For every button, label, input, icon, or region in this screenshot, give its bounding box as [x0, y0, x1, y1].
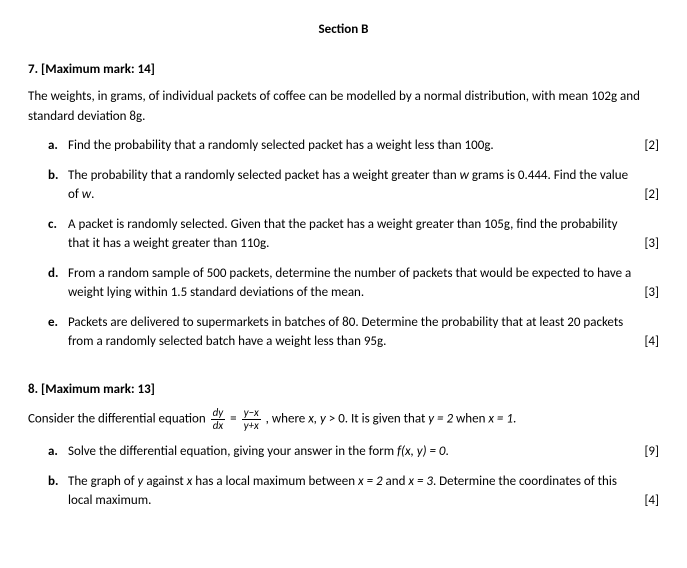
equation-fxy: f(x, y) = 0 [397, 444, 445, 459]
part-text: Find the probability that a randomly sel… [68, 136, 632, 156]
question-header: 7. [Maximum mark: 14] [28, 60, 659, 80]
question-parts: a. Solve the differential equation, givi… [28, 442, 659, 511]
variable-w: w [82, 187, 91, 202]
fraction-rhs: y−xy+x [242, 407, 261, 432]
question-7: 7. [Maximum mark: 14] The weights, in gr… [28, 60, 659, 352]
variables-xy: x, y [308, 412, 326, 427]
part-text: Packets are delivered to supermarkets in… [68, 313, 632, 352]
question-intro: The weights, in grams, of individual pac… [28, 87, 659, 126]
part-marks: [4] [644, 332, 659, 352]
part-marks: [4] [644, 491, 659, 511]
part-marks: [3] [644, 234, 659, 254]
equation-x3: x = 3 [408, 474, 433, 489]
part-letter: e. [48, 313, 68, 333]
part-text: The probability that a randomly selected… [68, 166, 632, 205]
question-8: 8. [Maximum mark: 13] Consider the diffe… [28, 380, 659, 511]
part-text: The graph of y against x has a local max… [68, 472, 632, 511]
part-b: b. The graph of y against x has a local … [48, 472, 659, 511]
part-letter: b. [48, 472, 68, 492]
section-title: Section B [28, 20, 659, 40]
question-header: 8. [Maximum mark: 13] [28, 380, 659, 400]
equation-x1: x = 1 [488, 412, 513, 427]
part-text: A packet is randomly selected. Given tha… [68, 215, 632, 254]
part-marks: [9] [644, 442, 659, 462]
part-marks: [2] [644, 136, 659, 156]
equation-x2: x = 2 [358, 474, 383, 489]
part-d: d. From a random sample of 500 packets, … [48, 264, 659, 303]
question-intro: Consider the differential equation dydx … [28, 407, 659, 432]
part-text: From a random sample of 500 packets, det… [68, 264, 632, 303]
part-letter: d. [48, 264, 68, 284]
fraction-dydx: dydx [211, 407, 226, 432]
question-parts: a. Find the probability that a randomly … [28, 136, 659, 352]
part-text: Solve the differential equation, giving … [68, 442, 632, 462]
part-a: a. Find the probability that a randomly … [48, 136, 659, 156]
part-letter: a. [48, 442, 68, 462]
part-a: a. Solve the differential equation, givi… [48, 442, 659, 462]
part-e: e. Packets are delivered to supermarkets… [48, 313, 659, 352]
part-letter: b. [48, 166, 68, 186]
part-marks: [3] [644, 283, 659, 303]
part-letter: a. [48, 136, 68, 156]
part-c: c. A packet is randomly selected. Given … [48, 215, 659, 254]
part-b: b. The probability that a randomly selec… [48, 166, 659, 205]
part-letter: c. [48, 215, 68, 235]
part-marks: [2] [644, 185, 659, 205]
equation-y2: y = 2 [428, 412, 453, 427]
variable-w: w [460, 168, 469, 183]
